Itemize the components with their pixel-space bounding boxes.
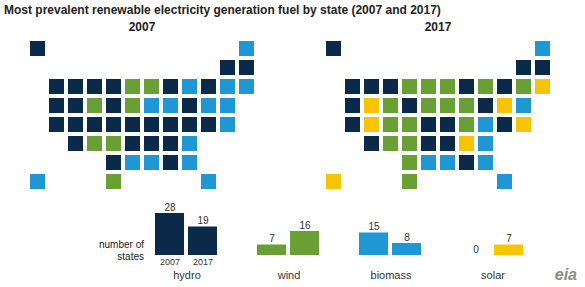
svg-text:15: 15 xyxy=(368,221,380,232)
svg-text:7: 7 xyxy=(269,233,275,244)
html-text:Most prevalent renewable elect: Most prevalent renewable electricity gen… xyxy=(4,3,441,17)
svg-text:28: 28 xyxy=(164,202,176,213)
svg-text:biomass: biomass xyxy=(371,269,412,281)
svg-text:8: 8 xyxy=(404,232,410,243)
html-text:eia: eia xyxy=(554,266,577,283)
svg-text:19: 19 xyxy=(197,215,209,226)
svg-text:solar: solar xyxy=(481,269,505,281)
svg-text:0: 0 xyxy=(473,244,479,255)
html-text:2007: 2007 xyxy=(128,20,156,34)
html-text:2017: 2017 xyxy=(424,20,452,34)
svg-text:2017: 2017 xyxy=(193,257,213,267)
svg-text:7: 7 xyxy=(506,233,512,244)
svg-text:hydro: hydro xyxy=(173,269,201,281)
svg-text:wind: wind xyxy=(277,269,301,281)
svg-text:16: 16 xyxy=(299,220,311,231)
html-text:number of states: number of states xyxy=(99,239,144,262)
svg-text:2007: 2007 xyxy=(160,257,180,267)
